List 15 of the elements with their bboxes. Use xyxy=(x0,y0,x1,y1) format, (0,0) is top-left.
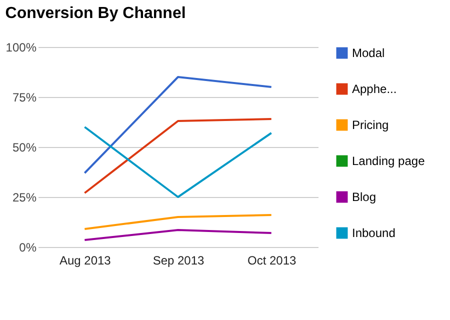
legend-label: Landing page xyxy=(352,154,426,168)
y-tick-label: 25% xyxy=(12,190,37,204)
x-tick-label: Aug 2013 xyxy=(59,254,112,268)
x-tick-label: Oct 2013 xyxy=(247,254,297,268)
x-tick-label: Sep 2013 xyxy=(152,254,205,268)
legend-label: Pricing xyxy=(352,118,389,132)
y-tick-label: 75% xyxy=(12,90,37,104)
legend-label: Modal xyxy=(352,46,385,60)
legend-label: Blog xyxy=(352,190,376,204)
chart-title: Conversion By Channel xyxy=(5,5,186,22)
y-tick-label: 50% xyxy=(12,140,37,154)
legend-label: Apphe... xyxy=(352,82,397,96)
legend-label: Inbound xyxy=(352,226,396,240)
y-tick-label: 0% xyxy=(19,240,37,254)
y-tick-label: 100% xyxy=(6,40,37,54)
